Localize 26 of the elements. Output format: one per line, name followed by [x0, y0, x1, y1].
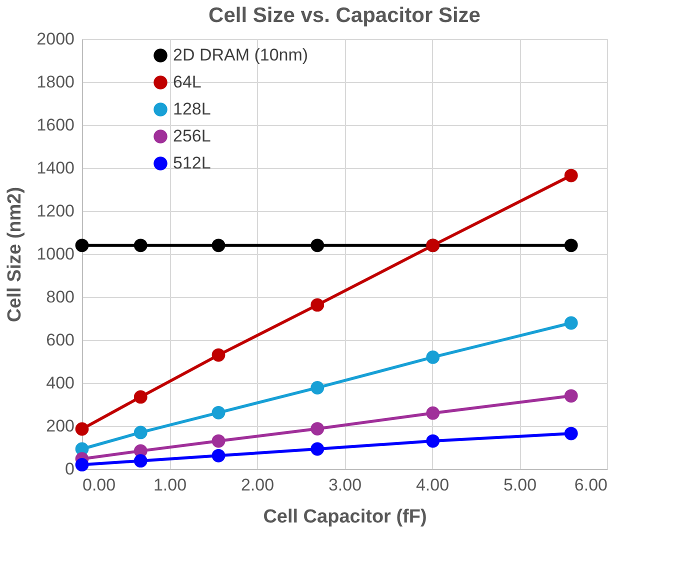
y-tick-label: 1400: [36, 158, 74, 178]
legend-label: 512L: [173, 154, 211, 172]
x-tick-label: 2.00: [240, 476, 274, 494]
y-tick-label: 1200: [36, 202, 74, 220]
legend-label: 2D DRAM (10nm): [173, 46, 308, 64]
y-tick-label: 1000: [36, 244, 74, 264]
y-tick-label: 1600: [36, 116, 74, 134]
y-tick-label: 600: [46, 330, 74, 350]
y-tick-label: 0: [65, 460, 74, 478]
x-tick-label: 1.00: [153, 476, 187, 494]
x-tick-label: 6.00: [574, 476, 608, 494]
chart-title: Cell Size vs. Capacitor Size: [208, 4, 480, 27]
y-axis-title: Cell Size (nm2): [4, 186, 26, 322]
y-tick-label: 800: [46, 288, 74, 306]
x-tick-label: 4.00: [416, 476, 450, 494]
y-tick-label: 1800: [36, 72, 74, 92]
y-tick-label: 200: [46, 416, 74, 436]
y-tick-label: 2000: [36, 30, 74, 48]
y-tick-label: 400: [46, 374, 74, 392]
x-tick-label: 5.00: [503, 476, 537, 494]
legend-label: 256L: [173, 126, 211, 146]
x-tick-label: 0.00: [82, 476, 116, 494]
x-tick-label: 3.00: [328, 476, 362, 494]
legend-label: 128L: [173, 100, 211, 118]
legend-label: 64L: [173, 72, 202, 92]
x-axis-title: Cell Capacitor (fF): [263, 506, 427, 528]
